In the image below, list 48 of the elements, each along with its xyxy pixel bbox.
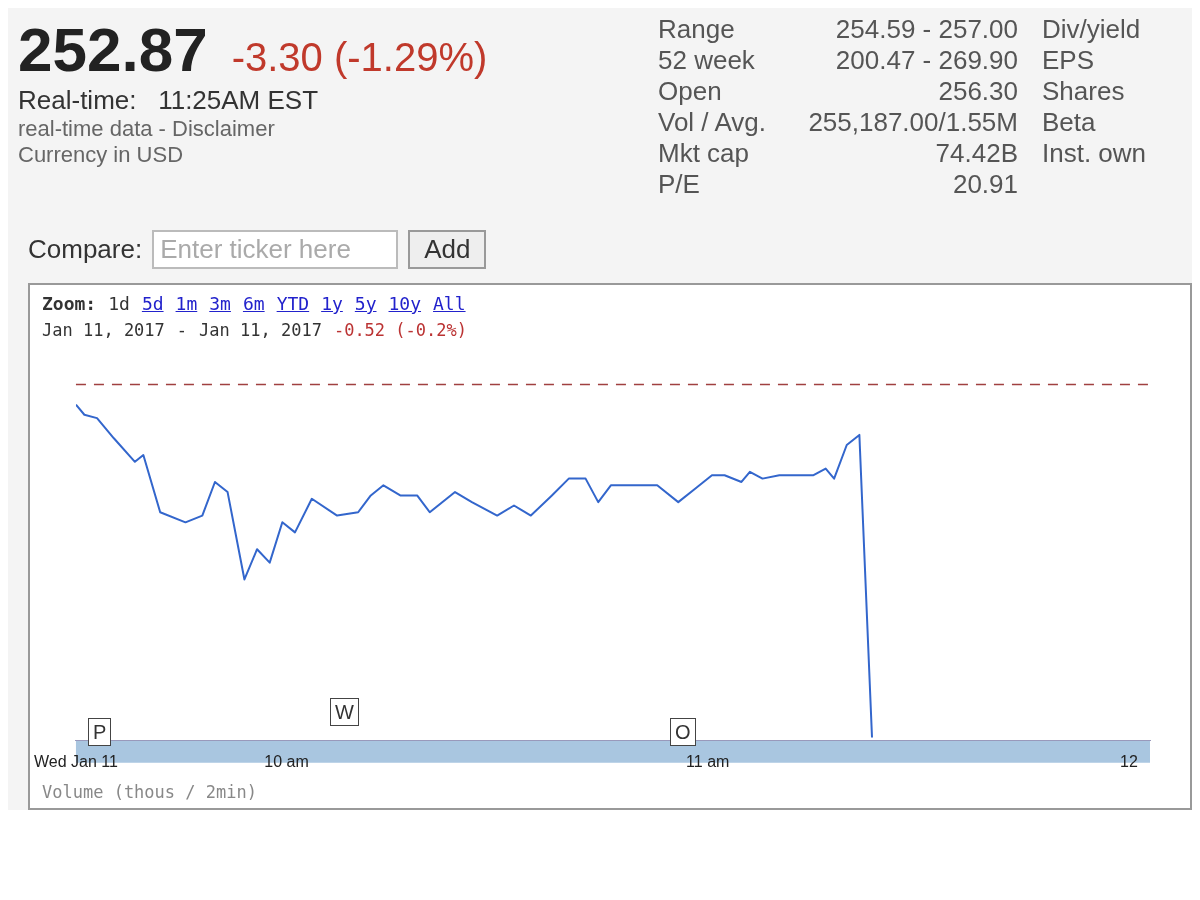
text: 5d [141, 293, 164, 314]
text: Currency in USD [18, 142, 185, 168]
text: 200.47 - 269.90 [835, 45, 1018, 76]
text: Div/yield [1042, 14, 1142, 45]
text: Range [658, 14, 735, 45]
text: Vol / Avg. [658, 107, 766, 138]
text: Jan 11, 2017 [199, 320, 322, 340]
text: 256.30 [938, 76, 1018, 107]
x-tick-label: 11 am [686, 752, 730, 770]
text: Real-time: 11:25AM EST [18, 85, 320, 116]
text: -0.52 (-0.2%) [333, 320, 467, 340]
text: 1d [108, 293, 130, 314]
text: P/E [658, 169, 700, 200]
text: 254.59 - 257.00 [835, 14, 1018, 45]
x-tick-label: 10 am [264, 752, 309, 770]
text: 3m [209, 293, 231, 314]
text: -3.30 (-1.29%) [231, 35, 488, 80]
x-tick-label: 12 [1120, 752, 1138, 770]
text: All [433, 293, 466, 314]
text: Mkt cap [658, 138, 750, 169]
text: Inst. own [1042, 138, 1147, 169]
text: Open [658, 76, 722, 107]
text: 255,187.00/1.55M [808, 107, 1018, 138]
text: 1m [175, 293, 198, 314]
x-tick-label: Wed Jan 11 [34, 752, 119, 770]
text: EPS [1042, 45, 1096, 76]
text: 5y [354, 293, 377, 314]
text: real-time data - Disclaimer [18, 116, 276, 142]
text: 6m [242, 293, 265, 314]
text: Beta [1042, 107, 1097, 138]
text: 252.87 [18, 14, 208, 85]
text: Compare: [28, 234, 143, 265]
text: YTD [276, 293, 310, 314]
text: Zoom: [42, 293, 97, 314]
text: Add [408, 230, 487, 269]
text: 20.91 [952, 169, 1018, 200]
text: 10y [388, 293, 422, 314]
text: Jan 11, 2017 [42, 320, 165, 340]
text: 74.42B [935, 138, 1018, 169]
text: Volume (thous / 2min) [41, 781, 258, 804]
annotation: W [330, 698, 359, 726]
annotation: O [670, 718, 696, 746]
text: Enter ticker here [152, 230, 399, 269]
text: 1y [321, 293, 343, 314]
annotation: P [88, 718, 112, 746]
text: - [176, 320, 188, 340]
text: 52 week [658, 45, 755, 76]
text: Shares [1042, 76, 1126, 107]
